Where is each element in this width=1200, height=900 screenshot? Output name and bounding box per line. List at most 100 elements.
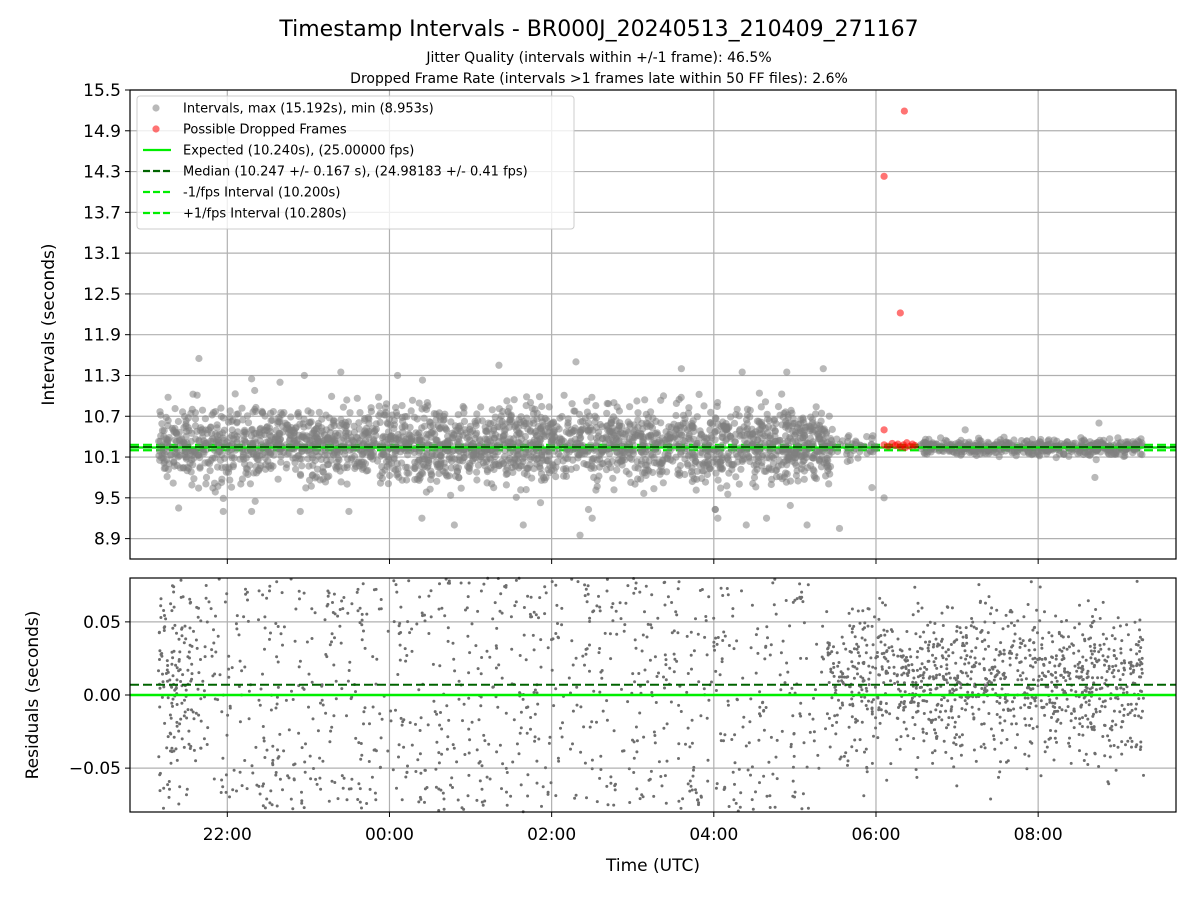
residual-point [975, 627, 978, 631]
residual-point [258, 703, 262, 707]
residual-point [599, 768, 603, 771]
residual-point [1016, 619, 1020, 623]
residual-point [926, 623, 930, 627]
residual-point [439, 711, 442, 714]
interval-point [189, 390, 197, 398]
residual-point [280, 591, 284, 595]
residual-point [1012, 624, 1016, 627]
residual-point [586, 584, 590, 588]
residual-point [467, 727, 471, 731]
interval-point [748, 425, 756, 433]
interval-point [226, 407, 234, 415]
residual-point [1089, 649, 1093, 653]
residual-point [645, 635, 649, 639]
residual-point [691, 774, 695, 778]
interval-point [416, 474, 424, 482]
residual-point [1051, 712, 1055, 716]
residual-point [336, 797, 340, 801]
residual-point [1026, 696, 1030, 700]
residual-point [1112, 649, 1116, 652]
residual-point [189, 679, 193, 683]
residual-point [291, 807, 295, 811]
residual-point [554, 583, 558, 587]
residual-point [221, 756, 225, 760]
residual-point [832, 662, 835, 665]
residual-point [688, 779, 692, 783]
residual-point [574, 793, 578, 797]
residual-point [1130, 739, 1134, 743]
residual-point [360, 612, 364, 616]
interval-point [455, 424, 463, 432]
interval-point [387, 459, 395, 467]
residual-point [704, 615, 708, 618]
residual-point [172, 735, 176, 739]
interval-point [718, 464, 727, 473]
residual-point [169, 749, 172, 753]
residual-point [634, 646, 638, 650]
residual-point [419, 797, 423, 801]
residual-point [292, 778, 296, 782]
residual-point [840, 679, 844, 683]
interval-point [867, 448, 875, 456]
residual-point [731, 770, 735, 774]
interval-point [843, 457, 851, 466]
residual-point [1128, 711, 1132, 715]
residual-point [533, 712, 537, 716]
residual-point [852, 624, 856, 628]
residual-point [963, 662, 967, 666]
residual-point [227, 667, 231, 671]
residual-point [330, 725, 334, 729]
residual-point [334, 697, 338, 701]
interval-point [537, 424, 545, 432]
residual-point [1051, 640, 1055, 644]
residual-point [798, 582, 802, 586]
residual-point [1002, 648, 1006, 652]
residual-point [202, 737, 206, 741]
interval-point [288, 426, 296, 434]
residual-point [441, 791, 445, 795]
interval-point [703, 459, 711, 467]
residual-point [374, 682, 378, 686]
residual-point [663, 774, 667, 778]
residual-point [1125, 623, 1129, 627]
residual-point [437, 761, 441, 765]
residual-point [1008, 649, 1012, 653]
residual-point [549, 781, 553, 785]
residual-point [495, 626, 499, 630]
residual-point [162, 629, 166, 632]
interval-point [644, 414, 653, 422]
residual-point [585, 796, 588, 800]
interval-point [503, 464, 512, 472]
interval-point [359, 458, 367, 466]
interval-point [570, 407, 578, 415]
residual-point [171, 656, 175, 660]
interval-point [195, 451, 203, 459]
residual-point [870, 624, 874, 628]
residual-point [245, 787, 249, 791]
residual-point [626, 700, 630, 704]
interval-point [537, 413, 545, 421]
residual-point [785, 661, 789, 665]
residual-point [178, 650, 182, 654]
residual-point [318, 776, 322, 780]
residual-point [319, 787, 323, 791]
residual-point [806, 583, 810, 587]
interval-point [742, 521, 750, 529]
interval-point [588, 393, 596, 401]
interval-point [629, 449, 638, 458]
interval-point [447, 491, 455, 499]
residual-point [990, 606, 994, 610]
residual-point [788, 624, 792, 628]
residual-point [346, 611, 350, 615]
residual-point [440, 752, 444, 756]
residual-point [263, 647, 266, 651]
residual-point [187, 742, 191, 746]
residual-point [331, 601, 334, 604]
y-tick-label: 13.1 [83, 244, 121, 264]
residual-point [404, 775, 408, 779]
residual-point [952, 741, 956, 745]
residual-point [800, 590, 804, 594]
residual-point [622, 749, 626, 753]
residual-point [1120, 661, 1124, 665]
interval-point [681, 470, 689, 479]
